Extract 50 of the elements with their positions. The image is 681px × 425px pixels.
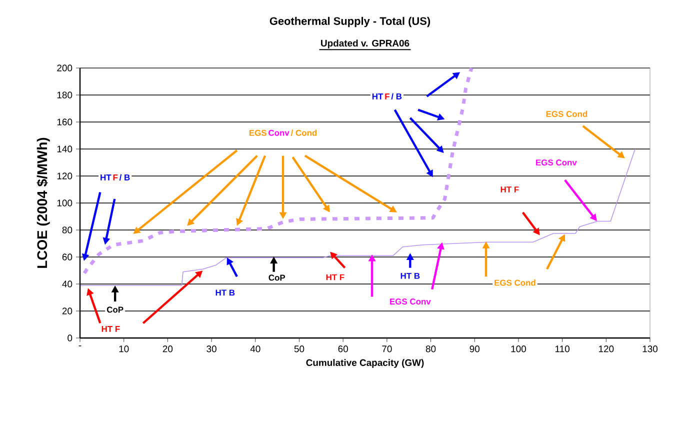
y-tick-label: 180 — [57, 92, 72, 98]
y-tick-label: 200 — [57, 64, 72, 72]
annotation: HT B — [216, 290, 235, 296]
annotation: EGS Cond — [546, 110, 588, 117]
line-series — [80, 148, 636, 286]
y-tick-label: 140 — [57, 146, 72, 152]
y-tick-label: 40 — [62, 280, 72, 288]
annotation: HT F — [500, 186, 519, 192]
y-tick-label: 0 — [68, 334, 72, 342]
annotation: / Cond — [290, 130, 317, 136]
chart-title: Geothermal Supply - Total (US) — [270, 16, 430, 28]
annotation: F — [113, 174, 118, 180]
y-tick-label: 80 — [62, 226, 72, 234]
y-tick-label: 100 — [57, 200, 72, 206]
x-tick-label: 120 — [598, 346, 614, 352]
x-tick-label: 50 — [294, 346, 304, 352]
x-tick-label: 130 — [642, 346, 658, 352]
line-series — [82, 66, 474, 275]
x-axis-title: Cumulative Capacity (GW) — [306, 359, 424, 368]
x-tick-label: 90 — [470, 346, 480, 352]
annotation: CoP — [106, 306, 124, 313]
annotation: HT B — [400, 272, 420, 279]
annotation: Conv — [268, 130, 290, 136]
y-tick-label: 160 — [57, 118, 72, 126]
x-tick-label: 110 — [555, 346, 570, 352]
annotation: EGS Cond — [494, 280, 536, 286]
annotation: / B — [391, 93, 402, 100]
x-tick-label: 30 — [206, 346, 216, 352]
annotation: HT — [100, 174, 112, 180]
annotation: / B — [119, 174, 130, 181]
annotation: EGS Conv — [536, 160, 577, 166]
annotation: EGS Conv — [390, 298, 431, 305]
annotation: EGS — [249, 130, 266, 136]
x-tick-label: 60 — [338, 346, 348, 352]
chart-subtitle: Updated v. GPRA06 — [321, 40, 410, 48]
y-tick-label: 120 — [57, 172, 72, 180]
x-tick-label: 40 — [250, 346, 260, 352]
x-tick-label: 70 — [382, 346, 392, 352]
y-tick-label: 20 — [62, 308, 72, 314]
annotation: HT — [372, 94, 384, 100]
annotation: F — [385, 94, 390, 100]
x-tick-label: 10 — [119, 346, 129, 352]
x-tick-label: 20 — [162, 346, 173, 352]
annotation: HT F — [102, 326, 120, 332]
annotation: HT F — [326, 274, 344, 280]
x-tick-label: 80 — [426, 346, 436, 352]
y-axis-title: LCOE (2004 $/MWh) — [36, 138, 50, 268]
y-tick-label: 60 — [62, 254, 72, 260]
x-tick-label: 100 — [511, 346, 526, 352]
annotation: CoP — [268, 274, 286, 281]
